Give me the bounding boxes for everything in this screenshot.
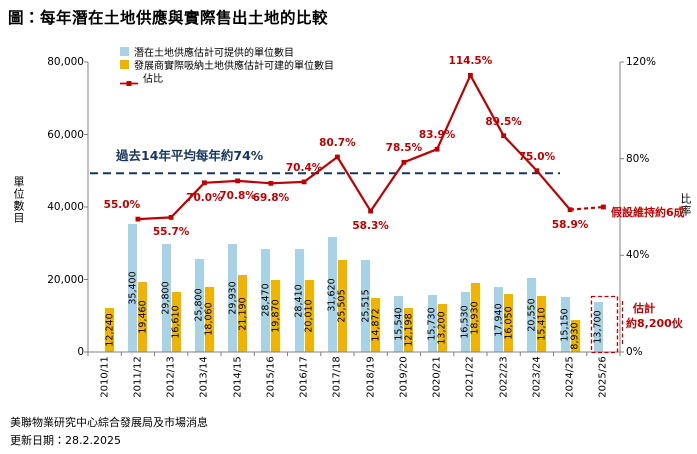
- legend-label-absorbed: 發展商實際吸納土地供應估計可建的單位數目: [134, 61, 334, 72]
- left-axis-tick-label: 20,000: [47, 273, 84, 286]
- bar-potential-supply: [361, 259, 371, 352]
- legend-item-ratio: 佔比: [120, 71, 334, 86]
- bar-absorbed: [371, 298, 381, 352]
- ratio-point-label: 70.8%: [219, 189, 256, 202]
- source-note: 美聯物業研究中心綜合發展局及市場消息: [10, 416, 208, 429]
- ratio-point-label: 78.5%: [385, 142, 423, 155]
- bar-absorbed: [105, 307, 115, 352]
- ratio-point-label: 58.9%: [551, 218, 589, 231]
- bar-absorbed: [171, 291, 181, 352]
- ratio-point-label: 55.7%: [152, 226, 190, 239]
- legend-line-sample-icon: [120, 73, 138, 86]
- bar-absorbed: [238, 275, 248, 352]
- right-axis-tick-label: 40%: [626, 249, 650, 262]
- estimate-annotation-title: 估計: [633, 302, 655, 315]
- bar-absorbed: [271, 280, 281, 352]
- assumption-annotation: 假設維持約6成: [611, 206, 685, 219]
- left-axis-tick-label: 40,000: [47, 201, 84, 213]
- bar-potential-supply: [294, 249, 304, 352]
- left-axis-tick-label: 60,000: [47, 128, 84, 141]
- ratio-point-label: 80.7%: [319, 137, 356, 149]
- left-axis-title: 單位數目: [12, 176, 25, 224]
- chart-title: 圖：每年潛在土地供應與實際售出土地的比較: [8, 9, 329, 27]
- left-axis-tick-label: 0: [77, 346, 84, 358]
- bar-absorbed: [337, 259, 347, 352]
- ratio-point-label: 58.3%: [352, 220, 389, 233]
- right-axis-tick-label: 80%: [626, 152, 650, 165]
- bar-absorbed: [204, 286, 214, 352]
- legend-item-absorbed: 發展商實際吸納土地供應估計可建的單位數目: [120, 58, 334, 72]
- right-axis-tick-label: 0%: [626, 346, 643, 358]
- ratio-point-label: 70.0%: [186, 191, 223, 204]
- right-axis-tick-label: 120%: [626, 56, 657, 68]
- bar-absorbed: [304, 279, 314, 352]
- ratio-point-label: 114.5%: [448, 55, 493, 68]
- average-line-label: 過去14年平均每年約74%: [116, 148, 264, 163]
- bar-absorbed: [570, 319, 580, 352]
- bar-potential-supply: [593, 302, 603, 352]
- bar-potential-supply: [228, 243, 238, 352]
- legend-swatch-absorbed-icon: [120, 60, 129, 69]
- ratio-point-label: 83.9%: [418, 129, 456, 142]
- bar-potential-supply: [194, 258, 204, 352]
- bar-absorbed: [404, 307, 414, 352]
- right-axis-title: 比率: [679, 193, 692, 217]
- bar-potential-supply: [560, 297, 570, 352]
- legend-label-potential-supply: 潛在土地供應估計可提供的單位數目: [134, 48, 294, 59]
- bar-potential-supply: [527, 277, 537, 352]
- bar-absorbed: [138, 281, 148, 352]
- legend-swatch-supply-icon: [120, 47, 129, 56]
- bar-potential-supply: [494, 287, 504, 352]
- ratio-point-label: 89.5%: [485, 115, 522, 128]
- legend-label-ratio: 佔比: [143, 74, 163, 85]
- ratio-point-label: 69.8%: [252, 192, 290, 205]
- bar-absorbed: [437, 304, 447, 352]
- chart-legend: 潛在土地供應估計可提供的單位數目 發展商實際吸納土地供應估計可建的單位數目 佔比: [120, 45, 334, 86]
- ratio-point-label: 55.0%: [103, 199, 141, 212]
- bar-potential-supply: [161, 244, 171, 352]
- bar-potential-supply: [394, 295, 404, 352]
- bar-potential-supply: [327, 237, 337, 352]
- bar-absorbed: [504, 293, 514, 352]
- bar-potential-supply: [128, 223, 138, 352]
- bar-absorbed: [537, 296, 547, 352]
- legend-item-potential-supply: 潛在土地供應估計可提供的單位數目: [120, 45, 334, 59]
- left-axis-tick-label: 80,000: [47, 56, 84, 68]
- estimate-annotation-value: 約8,200伙: [626, 317, 683, 330]
- bar-potential-supply: [261, 248, 271, 352]
- bar-potential-supply: [427, 295, 437, 352]
- ratio-point-label: 75.0%: [518, 150, 556, 163]
- ratio-point-label: 70.4%: [285, 161, 323, 174]
- bar-potential-supply: [460, 292, 470, 352]
- update-date: 更新日期：28.2.2025: [10, 434, 121, 447]
- bar-absorbed: [470, 283, 480, 352]
